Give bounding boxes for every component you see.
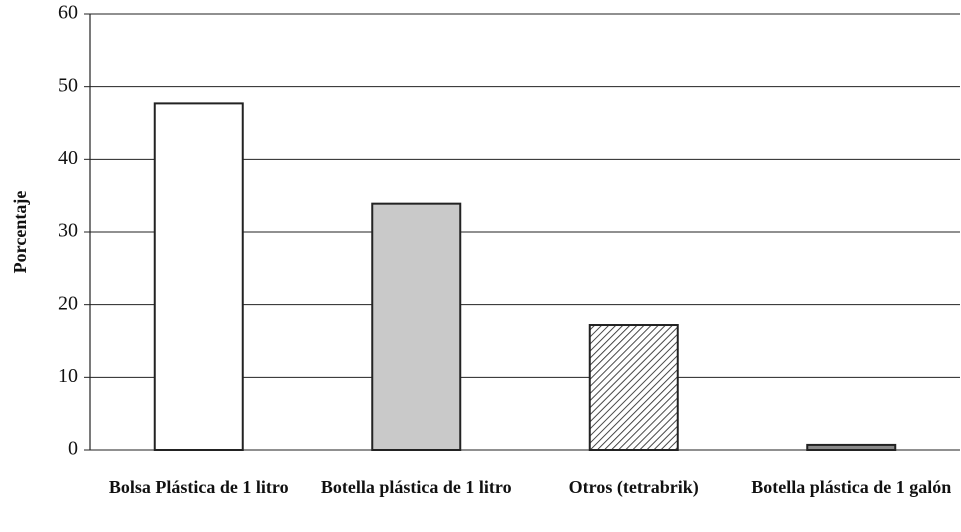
y-tick-label: 0 — [68, 438, 78, 460]
bar — [806, 443, 897, 451]
x-tick-label: Otros (tetrabrik) — [568, 477, 699, 497]
bar — [588, 324, 679, 451]
y-tick-label: 20 — [58, 292, 78, 314]
bar — [371, 202, 462, 451]
y-tick-label: 10 — [58, 365, 78, 387]
bar — [153, 102, 244, 451]
y-tick-label: 30 — [58, 220, 78, 242]
x-tick-label: Botella plástica de 1 litro — [320, 477, 512, 497]
y-tick-label: 40 — [58, 147, 78, 169]
x-tick-label: Botella plástica de 1 galón — [751, 477, 952, 497]
x-tick-label: Bolsa Plástica de 1 litro — [108, 477, 289, 497]
y-tick-label: 50 — [58, 74, 78, 96]
y-tick-label: 60 — [58, 2, 78, 24]
y-axis-label: Porcentaje — [10, 191, 30, 274]
